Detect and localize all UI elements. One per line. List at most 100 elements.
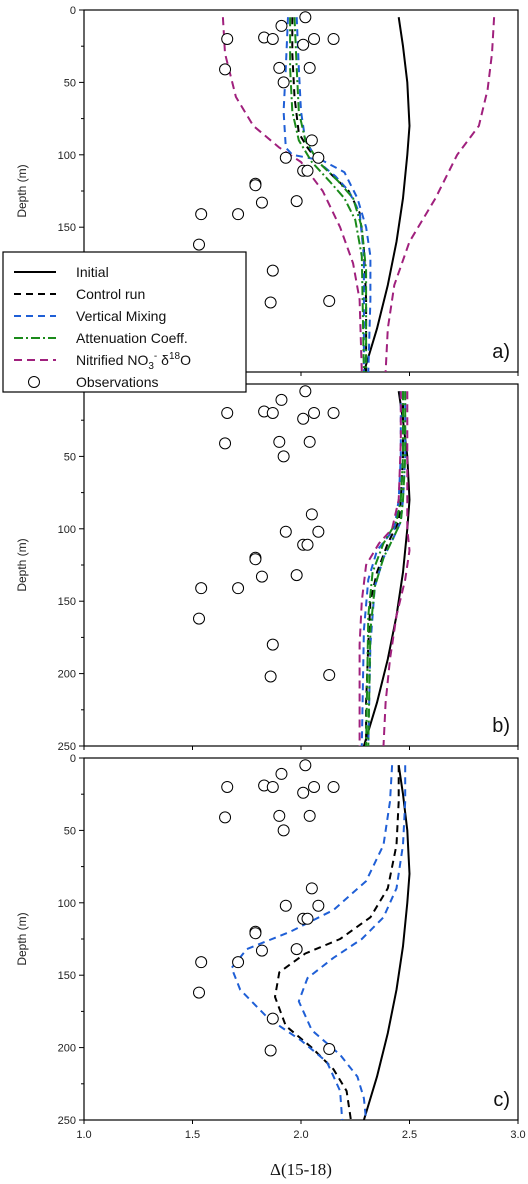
plot-frame: [83, 757, 519, 1121]
observation-point: [232, 956, 245, 969]
y-axis-title: Depth (m): [15, 538, 29, 591]
observation-point: [308, 32, 321, 45]
observation-point: [301, 538, 314, 551]
observation-point: [301, 912, 314, 925]
y-tick-label: 150: [58, 222, 76, 234]
y-tick-label: 50: [64, 77, 76, 89]
observation-point: [249, 179, 262, 192]
series-line-initial: [362, 17, 411, 373]
observation-point: [290, 569, 303, 582]
series-line-nitrified-2: [382, 391, 411, 747]
observation-point: [312, 151, 325, 164]
panel-label: b): [492, 715, 510, 737]
observation-point: [305, 134, 318, 147]
y-tick-label: 0: [70, 753, 76, 765]
legend-label-obs: Observations: [76, 374, 158, 390]
observation-point: [303, 435, 316, 448]
observation-point: [327, 780, 340, 793]
observation-point: [264, 296, 277, 309]
series-line-nitrified-1: [358, 391, 402, 746]
observation-point: [297, 786, 310, 799]
legend-label-control: Control run: [76, 286, 145, 302]
observation-point: [323, 1043, 336, 1056]
observation-point: [323, 669, 336, 682]
x-tick-label: 2.5: [402, 1129, 417, 1141]
observation-point: [303, 61, 316, 74]
x-tick-label: 3.0: [510, 1129, 525, 1141]
observation-point: [195, 582, 208, 595]
observation-point: [266, 1012, 279, 1025]
observation-point: [279, 151, 292, 164]
observation-point: [193, 238, 206, 251]
observation-point: [249, 553, 262, 566]
plot-frame: [83, 383, 519, 747]
observation-point: [299, 11, 312, 24]
x-axis-title: Δ(15-18): [270, 1160, 332, 1179]
observation-point: [221, 406, 234, 419]
observation-point: [297, 38, 310, 51]
observation-point: [303, 809, 316, 822]
panel-3: 0 50 100 150 200 250 Depth (m) 1.0 1.5 2.0 2.5 3.0 c…: [15, 753, 526, 1141]
observation-point: [266, 638, 279, 651]
legend-box: [2, 251, 247, 393]
y-tick-label: 200: [58, 1043, 76, 1055]
series-line-nitrified-2: [384, 17, 496, 373]
series-line-control: [274, 765, 400, 1121]
y-tick-label: 150: [58, 970, 76, 982]
observation-point: [264, 670, 277, 683]
series-line-atten-1: [365, 391, 404, 747]
panel-label: a): [492, 341, 510, 363]
panel-label: c): [493, 1089, 510, 1111]
observation-point: [299, 759, 312, 772]
observation-point: [266, 780, 279, 793]
y-tick-label: 200: [58, 669, 76, 681]
observation-point: [255, 944, 268, 957]
observation-point: [221, 780, 234, 793]
y-tick-label: 250: [58, 1115, 76, 1127]
observation-point: [277, 76, 290, 89]
y-tick-label: 50: [64, 451, 76, 463]
observation-point: [193, 986, 206, 999]
observation-point: [249, 927, 262, 940]
observation-point: [277, 824, 290, 837]
observation-point: [305, 882, 318, 895]
legend-label-nitrified: Nitrified NO3- δ18O: [76, 351, 191, 372]
observation-point: [308, 780, 321, 793]
observation-point: [275, 767, 288, 780]
observation-point: [255, 196, 268, 209]
legend-label-atten: Attenuation Coeff.: [76, 330, 188, 346]
x-tick-label: 1.0: [76, 1129, 91, 1141]
observation-point: [312, 525, 325, 538]
y-tick-label: 100: [58, 898, 76, 910]
series-line-mixing-2: [297, 765, 407, 1121]
observation-point: [266, 32, 279, 45]
y-axis-title: Depth (m): [15, 912, 29, 965]
observation-point: [327, 32, 340, 45]
observation-point: [266, 264, 279, 277]
y-tick-label: 100: [58, 524, 76, 536]
y-tick-label: 50: [64, 825, 76, 837]
observation-point: [193, 612, 206, 625]
observation-point: [312, 899, 325, 912]
observation-point: [264, 1044, 277, 1057]
observation-point: [273, 435, 286, 448]
observation-point: [195, 208, 208, 221]
series-line-mixing-2: [367, 391, 407, 747]
series-line-mixing-1: [230, 765, 394, 1121]
observation-point: [290, 943, 303, 956]
observation-point: [327, 406, 340, 419]
observation-point: [273, 61, 286, 74]
observation-point: [219, 437, 232, 450]
x-tick-label: 1.5: [185, 1129, 200, 1141]
observation-point: [301, 164, 314, 177]
observation-point: [275, 19, 288, 32]
legend: Initial Control run Vertical Mixing Attenua…: [2, 251, 247, 393]
observation-point: [221, 32, 234, 45]
observation-point: [219, 63, 232, 76]
observation-point: [323, 295, 336, 308]
observation-point: [308, 406, 321, 419]
legend-label-mixing: Vertical Mixing: [76, 308, 166, 324]
observation-point: [232, 582, 245, 595]
series-line-atten-1: [289, 17, 365, 373]
